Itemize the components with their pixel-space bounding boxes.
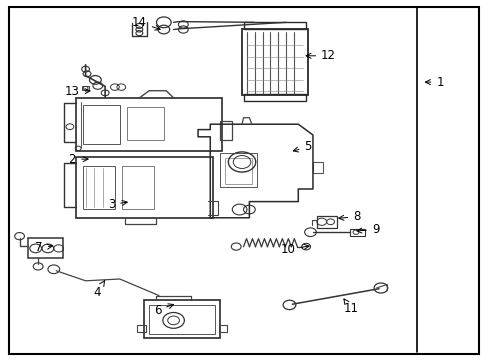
Text: 8: 8 <box>338 210 360 223</box>
Text: 3: 3 <box>107 198 127 211</box>
Text: 7: 7 <box>35 241 52 254</box>
Bar <box>220 121 232 140</box>
Bar <box>242 29 307 95</box>
Text: 10: 10 <box>281 243 308 256</box>
Bar <box>349 229 365 236</box>
Bar <box>144 300 220 338</box>
Bar <box>28 238 62 258</box>
Bar <box>149 305 215 334</box>
Text: 2: 2 <box>68 153 88 166</box>
Bar <box>82 86 89 90</box>
Text: 4: 4 <box>93 281 104 299</box>
Bar <box>83 166 115 209</box>
Bar <box>244 22 305 29</box>
Text: 5: 5 <box>293 140 311 153</box>
Text: 6: 6 <box>153 304 173 317</box>
Bar <box>137 325 145 332</box>
Text: 9: 9 <box>356 223 379 236</box>
Bar <box>83 105 120 144</box>
Bar <box>244 94 305 101</box>
Text: 11: 11 <box>343 299 358 315</box>
Bar <box>127 107 163 140</box>
Text: 12: 12 <box>305 49 335 62</box>
Text: 14: 14 <box>132 16 160 30</box>
Text: 1: 1 <box>425 76 443 89</box>
Bar <box>76 98 222 151</box>
Text: 13: 13 <box>65 85 90 98</box>
Bar <box>316 216 337 228</box>
Bar <box>224 158 251 184</box>
Bar <box>218 325 227 332</box>
Bar <box>312 162 322 173</box>
Bar <box>220 153 256 187</box>
Bar <box>122 166 154 209</box>
Bar <box>76 157 212 218</box>
